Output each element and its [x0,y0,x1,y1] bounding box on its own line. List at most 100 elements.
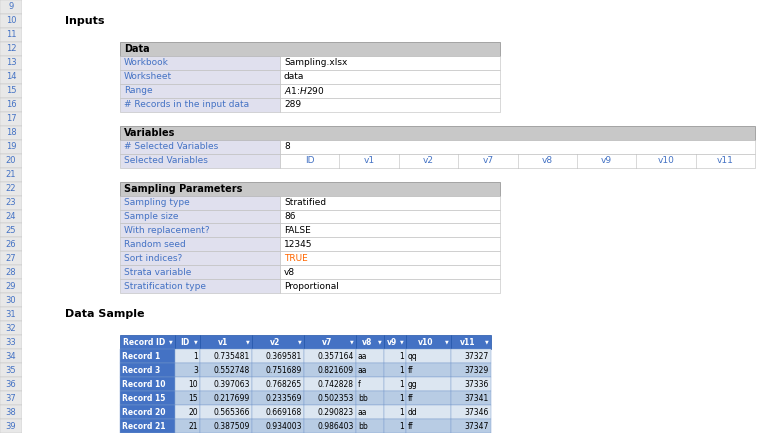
Bar [280,84,500,98]
Text: 8: 8 [284,142,290,151]
Text: 1: 1 [193,352,198,361]
Text: 12345: 12345 [284,240,313,249]
Text: v11: v11 [460,338,476,347]
Text: FALSE: FALSE [284,226,311,235]
Bar [120,56,280,70]
Text: Sampling.xlsx: Sampling.xlsx [284,58,347,68]
Text: aa: aa [358,352,368,361]
Text: ff: ff [408,365,414,375]
Bar [120,405,175,419]
Bar [304,377,356,391]
Text: v7: v7 [482,156,494,165]
Bar [0,140,22,154]
Bar [280,279,500,293]
Text: 25: 25 [6,226,16,235]
Bar [252,405,304,419]
Text: 9: 9 [8,3,14,12]
Bar [280,252,500,265]
Text: Record 3: Record 3 [122,365,160,375]
Text: Record ID: Record ID [124,338,166,347]
Bar [406,335,451,349]
Bar [120,349,175,363]
Bar [406,363,451,377]
Bar [280,56,500,70]
Bar [252,335,304,349]
Bar [120,377,175,391]
Text: 1: 1 [399,407,404,417]
Bar [280,70,500,84]
Bar [280,98,500,112]
Text: 0.233569: 0.233569 [266,394,302,403]
Text: 21: 21 [188,421,198,430]
Bar [175,419,200,433]
Text: $A$1:$H$290: $A$1:$H$290 [284,85,324,96]
Text: 0.502353: 0.502353 [317,394,354,403]
Bar [451,363,491,377]
Text: 19: 19 [6,142,16,151]
Text: v10: v10 [418,338,433,347]
Text: 15: 15 [6,86,16,95]
Bar [304,419,356,433]
Bar [0,307,22,321]
Bar [252,377,304,391]
Bar [304,335,356,349]
Bar [280,196,500,210]
Text: 0.735481: 0.735481 [214,352,250,361]
Bar [304,391,356,405]
Text: 26: 26 [5,240,16,249]
Text: 1: 1 [399,421,404,430]
Bar [406,349,451,363]
Text: qq: qq [408,352,418,361]
Text: 0.669168: 0.669168 [266,407,302,417]
Bar [0,98,22,112]
Bar [0,265,22,279]
Text: v8: v8 [284,268,295,277]
Text: Variables: Variables [124,128,175,138]
Bar [120,42,500,56]
Text: 35: 35 [5,365,16,375]
Text: Inputs: Inputs [65,16,105,26]
Bar [0,377,22,391]
Text: v8: v8 [362,338,372,347]
Text: 13: 13 [5,58,16,68]
Text: v7: v7 [322,338,332,347]
Text: 0.565366: 0.565366 [214,407,250,417]
Text: 0.290823: 0.290823 [318,407,354,417]
Text: 36: 36 [5,380,16,388]
Bar [120,196,280,210]
Text: 18: 18 [5,128,16,137]
Text: aa: aa [358,365,368,375]
Bar [175,335,200,349]
Bar [356,377,384,391]
Bar [356,405,384,419]
Text: 31: 31 [5,310,16,319]
Bar [451,391,491,405]
Text: 11: 11 [6,30,16,39]
Bar [0,70,22,84]
Text: v8: v8 [542,156,552,165]
Text: 37327: 37327 [465,352,489,361]
Bar [0,126,22,140]
Text: 16: 16 [5,100,16,109]
Bar [252,349,304,363]
Text: Sample size: Sample size [124,212,179,221]
Text: Selected Variables: Selected Variables [124,156,208,165]
Text: Workbook: Workbook [124,58,169,68]
Text: Record 1: Record 1 [122,352,160,361]
Text: 23: 23 [5,198,16,207]
Bar [200,363,252,377]
Bar [406,377,451,391]
Bar [304,405,356,419]
Text: aa: aa [358,407,368,417]
Bar [0,293,22,307]
Text: ▼: ▼ [350,340,354,345]
Bar [0,363,22,377]
Text: 86: 86 [284,212,295,221]
Bar [406,405,451,419]
Bar [0,56,22,70]
Text: v9: v9 [601,156,612,165]
Text: Proportional: Proportional [284,282,339,291]
Text: Sampling Parameters: Sampling Parameters [124,184,243,194]
Text: # Records in the input data: # Records in the input data [124,100,250,109]
Text: 289: 289 [284,100,301,109]
